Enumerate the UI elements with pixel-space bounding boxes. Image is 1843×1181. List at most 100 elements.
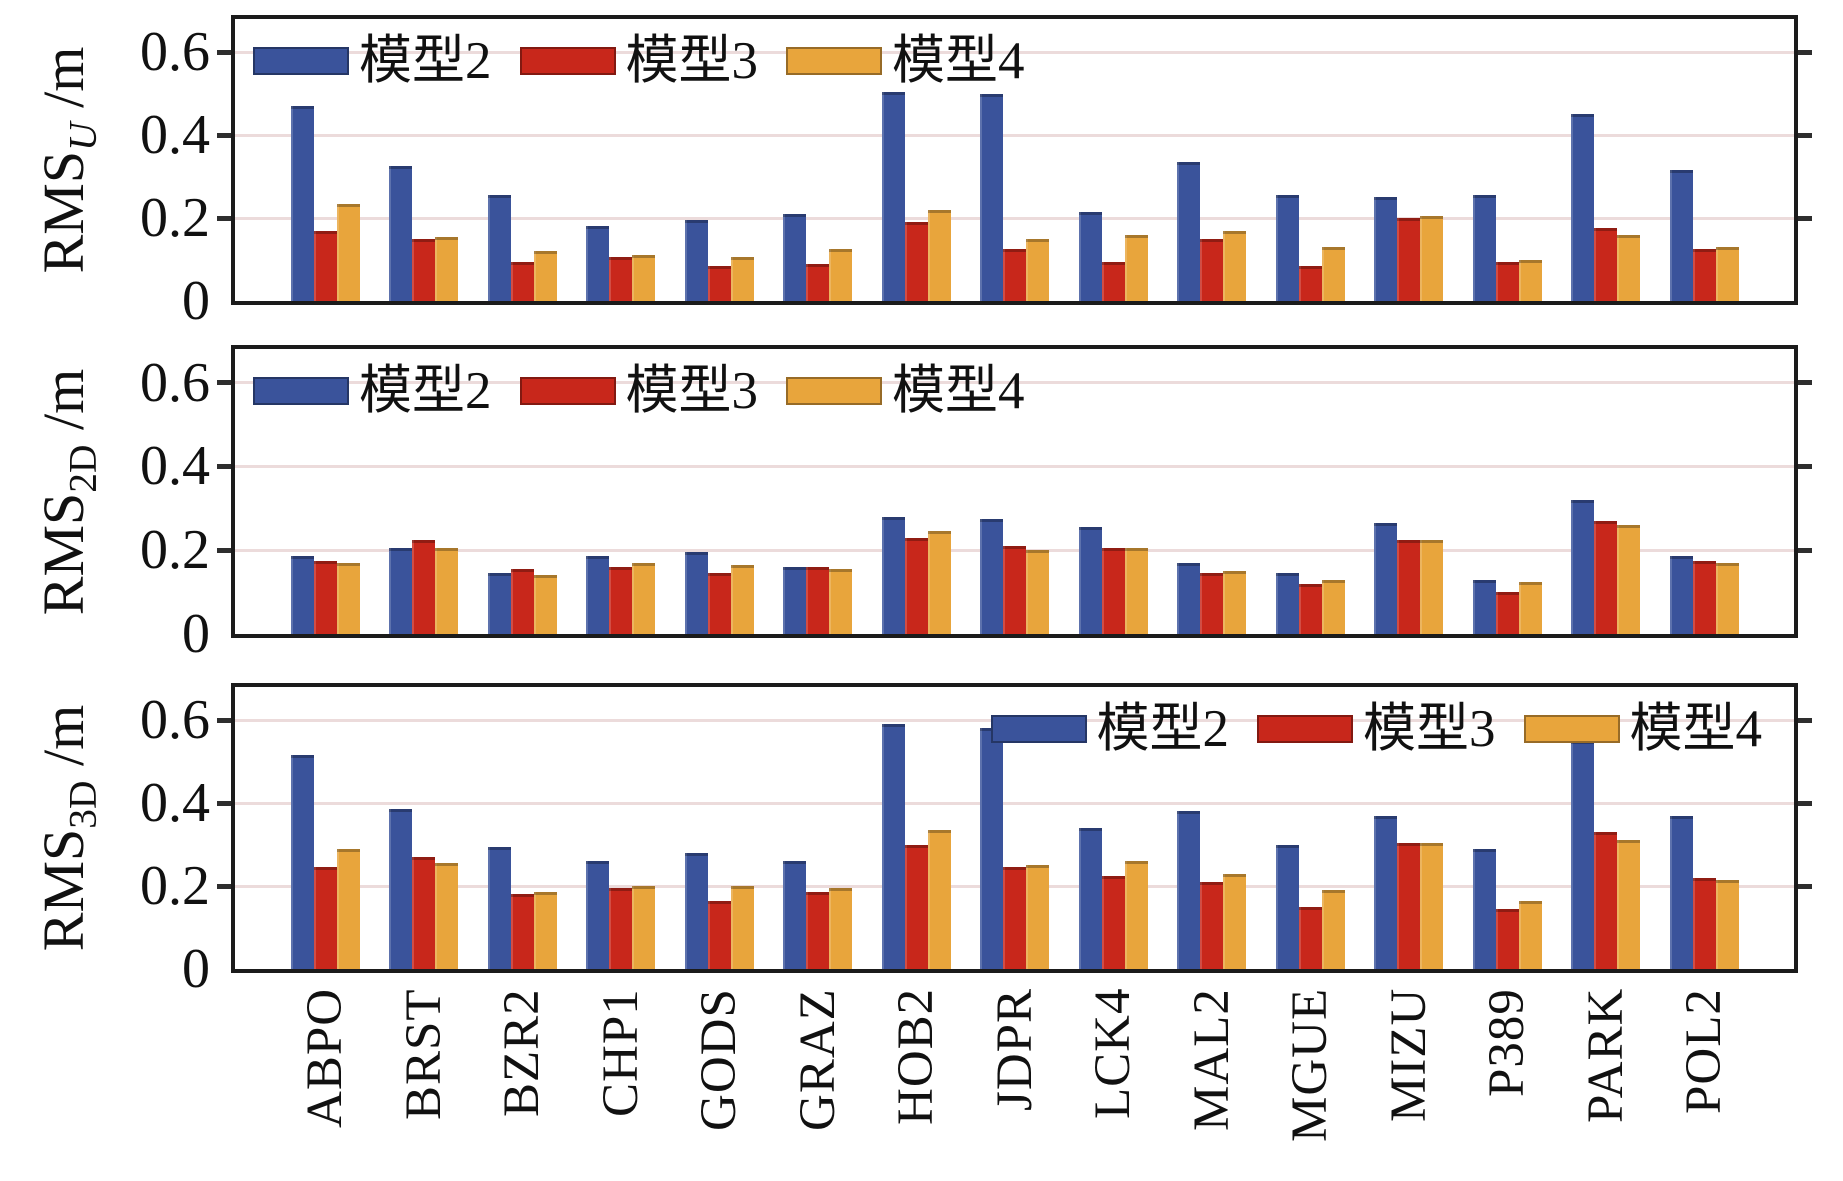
legend-item: 模型4	[1523, 699, 1763, 759]
bar-rms_3d-lck4-s3	[1101, 875, 1125, 969]
bar-rms_3d-jdpr-s3	[1003, 867, 1026, 969]
y-tick-label: 0	[182, 603, 210, 665]
bar-rms_u-bzr2-s2	[487, 195, 511, 301]
bar-rms_3d-hob2-s2	[881, 724, 905, 969]
bar-rms_u-lck4-s4	[1124, 234, 1148, 301]
bar-rms_2d-mgue-s2	[1275, 573, 1299, 634]
legend-swatch-icon	[786, 377, 882, 405]
bar-rms_2d-bzr2-s2	[487, 573, 511, 634]
legend-label: 模型4	[892, 362, 1025, 420]
axis-tick	[1798, 463, 1812, 469]
bar-rms_u-p389-s4	[1518, 259, 1542, 301]
x-category-label-mal2: MAL2	[1183, 988, 1240, 1131]
legend-label: 模型4	[892, 32, 1025, 90]
bar-rms_3d-mgue-s4	[1321, 890, 1345, 969]
bar-rms_3d-p389-s3	[1495, 908, 1519, 969]
bar-rms_u-brst-s3	[412, 238, 435, 301]
legend-label: 模型3	[625, 362, 759, 420]
bar-rms_u-jdpr-s2	[980, 93, 1003, 301]
bar-rms_2d-bzr2-s3	[510, 569, 534, 634]
legend-swatch-icon	[1257, 715, 1353, 743]
bar-rms_2d-mizu-s4	[1420, 539, 1443, 634]
bar-rms_u-lck4-s2	[1078, 211, 1102, 301]
bar-rms_3d-brst-s4	[435, 863, 458, 969]
bar-rms_u-chp1-s4	[632, 255, 655, 301]
bar-rms_2d-jdpr-s4	[1026, 550, 1049, 634]
bar-rms_2d-mgue-s3	[1298, 583, 1322, 634]
legend-swatch-icon	[253, 47, 349, 75]
bar-rms_2d-brst-s3	[412, 539, 435, 634]
axis-tick	[1798, 132, 1812, 138]
bar-rms_u-park-s2	[1571, 114, 1594, 301]
bar-rms_2d-chp1-s3	[609, 566, 632, 634]
bar-rms_2d-brst-s2	[389, 548, 412, 634]
bar-rms_3d-jdpr-s4	[1026, 865, 1049, 969]
bar-rms_2d-pol2-s4	[1715, 562, 1739, 634]
bar-rms_3d-mal2-s3	[1200, 881, 1223, 969]
bar-rms_2d-park-s3	[1594, 520, 1617, 634]
bar-rms_2d-hob2-s3	[904, 537, 928, 634]
bar-rms_3d-mgue-s3	[1298, 906, 1322, 969]
bar-rms_u-hob2-s3	[904, 222, 928, 301]
bar-rms_3d-mal2-s4	[1223, 873, 1246, 969]
bar-rms_u-jdpr-s3	[1003, 249, 1026, 301]
axis-tick	[1798, 49, 1812, 55]
y-tick-label: 0.6	[140, 351, 210, 414]
bar-rms_u-lck4-s3	[1101, 261, 1125, 301]
y-tick-label: 0.2	[140, 519, 210, 582]
bar-rms_u-gods-s2	[684, 220, 708, 301]
bar-rms_u-mizu-s3	[1397, 218, 1420, 301]
legend-item: 模型3	[519, 31, 758, 91]
bar-rms_u-p389-s2	[1472, 195, 1496, 301]
legend: 模型2 模型3 模型4	[990, 699, 1781, 759]
legend-label: 模型3	[1363, 700, 1496, 758]
x-category-label-park: PARK	[1577, 988, 1634, 1124]
bar-rms_2d-lck4-s4	[1124, 548, 1148, 634]
bar-rms_u-jdpr-s4	[1026, 238, 1049, 301]
bar-rms_3d-mizu-s3	[1397, 842, 1420, 969]
y-tick-label: 0	[182, 938, 210, 1000]
x-category-label-jdpr: JDPR	[986, 988, 1043, 1112]
y-tick-label: 0.4	[140, 772, 210, 835]
bar-rms_3d-graz-s4	[829, 888, 852, 969]
bar-rms_u-graz-s4	[829, 249, 852, 301]
rms-3d-panel: 模型2 模型3 模型4	[217, 683, 1812, 973]
x-category-label-chp1: CHP1	[592, 988, 649, 1117]
bar-rms_3d-park-s2	[1571, 740, 1594, 969]
rms-u-panel: 模型2 模型3 模型4	[217, 15, 1812, 305]
bar-rms_u-hob2-s2	[881, 91, 905, 301]
bar-rms_3d-pol2-s2	[1669, 815, 1693, 969]
bar-rms_2d-abpo-s2	[290, 556, 314, 634]
x-category-label-hob2: HOB2	[888, 988, 944, 1126]
x-category-label-brst: BRST	[395, 988, 452, 1120]
gridline	[235, 133, 1794, 137]
x-category-label-lck4: LCK4	[1085, 988, 1141, 1120]
legend-label: 模型4	[1629, 700, 1763, 758]
bar-rms_u-mal2-s4	[1223, 230, 1246, 301]
x-category-label-graz: GRAZ	[789, 988, 846, 1131]
bar-rms_2d-jdpr-s3	[1003, 546, 1026, 634]
y-tick-label: 0.2	[140, 187, 210, 250]
axis-tick	[217, 800, 231, 806]
bar-rms_u-gods-s3	[707, 265, 731, 301]
legend: 模型2 模型3 模型4	[253, 31, 1043, 91]
legend-item: 模型2	[990, 699, 1229, 759]
bar-rms_3d-gods-s4	[730, 886, 754, 969]
legend-item: 模型3	[1257, 699, 1496, 759]
bar-rms_u-brst-s2	[389, 166, 412, 301]
legend-swatch-icon	[1523, 715, 1620, 743]
bar-rms_u-p389-s3	[1495, 261, 1519, 301]
bar-rms_3d-p389-s4	[1518, 900, 1542, 969]
axis-tick	[217, 49, 231, 55]
x-category-label-pol2: POL2	[1676, 988, 1732, 1114]
bar-rms_u-mizu-s4	[1420, 216, 1443, 301]
x-category-label-mizu: MIZU	[1380, 988, 1437, 1123]
bar-rms_2d-chp1-s2	[586, 556, 609, 634]
x-category-label-p389: P389	[1479, 988, 1535, 1097]
x-category-label-abpo: ABPO	[297, 988, 353, 1129]
bar-rms_u-pol2-s3	[1692, 249, 1716, 301]
bar-rms_2d-pol2-s2	[1669, 556, 1693, 634]
y-tick-label: 0.6	[140, 21, 210, 84]
bar-rms_3d-hob2-s4	[927, 830, 951, 969]
